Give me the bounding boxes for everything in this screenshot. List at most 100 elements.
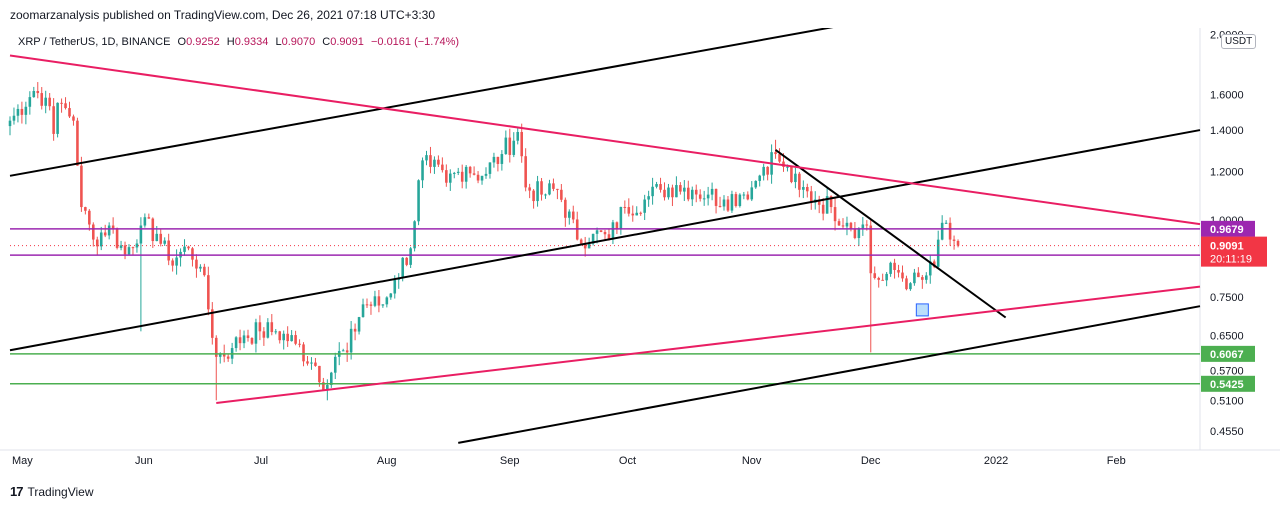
candle-body (480, 175, 484, 181)
candle-body (901, 272, 904, 279)
candle-body (940, 222, 944, 240)
candle-body (421, 160, 424, 181)
x-tick-label: Feb (1107, 455, 1126, 467)
candle-body (730, 194, 734, 211)
candle-body (262, 331, 266, 338)
candle-body (897, 269, 900, 273)
candle-body (790, 166, 793, 183)
candle-body (607, 234, 611, 240)
candle-body (298, 343, 301, 345)
candle-body (524, 156, 527, 188)
low-label: L (275, 36, 282, 48)
candle-body (841, 225, 845, 227)
candle-body (956, 240, 960, 246)
candle-body (889, 262, 892, 274)
candle-body (274, 331, 278, 333)
candle-body (944, 222, 948, 224)
y-tick-label: 0.5100 (1210, 395, 1244, 407)
candle-body (48, 97, 51, 107)
chart-pane[interactable]: 2.00001.60001.40001.20001.00000.75000.65… (0, 28, 1280, 478)
candle-body (571, 211, 575, 220)
candle-body (786, 166, 789, 168)
y-tick-label: 1.4000 (1210, 125, 1244, 137)
candle-body (270, 322, 274, 333)
candle-body (369, 304, 373, 306)
candle-body (111, 225, 115, 229)
symbol-name[interactable]: XRP / TetherUS, 1D, BINANCE (18, 36, 171, 48)
candle-body (583, 243, 587, 249)
candle-body (115, 228, 119, 248)
candle-body (702, 198, 706, 200)
high-label: H (226, 36, 235, 48)
candle-body (353, 328, 357, 332)
candle-body (24, 106, 28, 115)
candle-body (758, 175, 761, 181)
candle-body (238, 337, 242, 344)
candle-body (16, 108, 20, 116)
price-chart[interactable]: 2.00001.60001.40001.20001.00000.75000.65… (0, 28, 1280, 478)
candle-body (869, 225, 873, 274)
candle-body (599, 230, 603, 232)
candle-body (877, 277, 880, 280)
candle-body (211, 309, 214, 338)
candle-body (639, 212, 642, 214)
candle-body (92, 224, 95, 240)
open-label: O (177, 36, 187, 48)
candle-body (631, 213, 635, 216)
pink-trend-line (216, 285, 1201, 404)
black-trend-line (774, 149, 1007, 319)
x-tick-label: 2022 (984, 455, 1008, 467)
candle-body (278, 331, 282, 341)
currency-badge[interactable]: USDT (1221, 34, 1257, 49)
candle-body (564, 199, 567, 218)
candle-body (32, 91, 36, 98)
candle-body (207, 275, 210, 310)
candle-body (913, 272, 916, 284)
candle-body (429, 155, 432, 167)
change-value: −0.0161 (−1.74%) (370, 36, 460, 48)
candle-body (290, 335, 293, 342)
pink-trend-line (9, 54, 1201, 226)
candle-body (905, 278, 908, 290)
candle-body (437, 159, 440, 165)
x-tick-label: Aug (377, 455, 397, 467)
y-tick-label: 0.5700 (1210, 366, 1244, 378)
price-axis-level-label: 0.6067 (1210, 349, 1244, 361)
publisher-line: zoomarzanalysis published on TradingView… (10, 8, 436, 22)
high-value: 0.9334 (234, 36, 269, 48)
candle-body (798, 173, 801, 190)
candle-body (754, 180, 758, 188)
price-axis-level-tag (1201, 345, 1255, 362)
candle-body (512, 140, 516, 155)
candle-body (349, 328, 353, 353)
candle-body (52, 106, 55, 134)
candle-body (496, 156, 500, 164)
candle-body (750, 187, 754, 200)
candle-body (234, 337, 238, 349)
candle-body (932, 261, 936, 267)
candle-body (44, 97, 47, 106)
candle-body (103, 232, 107, 236)
candle-body (837, 221, 841, 226)
candle-body (460, 171, 464, 182)
candle-body (778, 154, 781, 162)
candle-body (318, 365, 321, 383)
candle-body (873, 273, 877, 278)
candle-body (250, 338, 254, 344)
candle-body (833, 207, 837, 222)
candle-body (84, 207, 87, 211)
candle-body (488, 162, 492, 174)
candle-body (266, 322, 270, 338)
candle-body (690, 189, 694, 200)
candle-body (925, 275, 928, 280)
candle-body (948, 222, 952, 240)
candle-body (222, 353, 226, 357)
candle-body (449, 173, 452, 183)
candle-body (663, 189, 666, 198)
candle-body (635, 212, 639, 216)
candle-body (611, 222, 615, 240)
candle-body (952, 239, 956, 241)
candle-body (492, 156, 496, 163)
candle-body (88, 210, 91, 225)
candle-body (333, 356, 337, 373)
